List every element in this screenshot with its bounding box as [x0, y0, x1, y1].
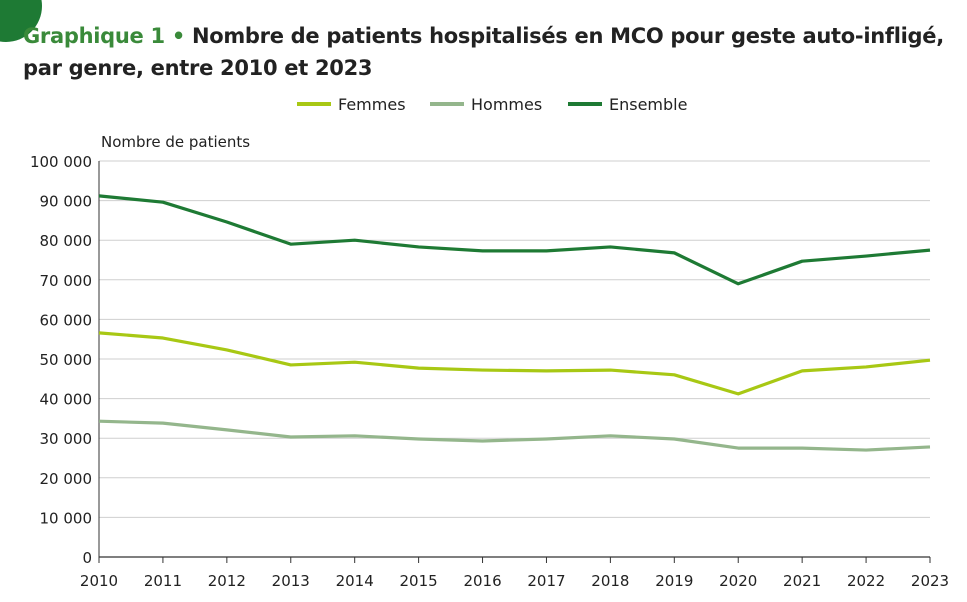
y-tick-label: 90 000 [40, 193, 93, 211]
y-tick-label: 10 000 [40, 509, 93, 527]
y-tick-label: 30 000 [40, 430, 93, 448]
y-tick-label: 100 000 [30, 153, 92, 171]
x-tick-label: 2017 [527, 572, 565, 590]
y-tick-label: 80 000 [40, 232, 93, 250]
legend-label-ensemble: Ensemble [609, 95, 687, 114]
legend-label-femmes: Femmes [338, 95, 406, 114]
x-tick-label: 2019 [655, 572, 693, 590]
y-axis-label: Nombre de patients [101, 133, 250, 151]
title-line2: par genre, entre 2010 et 2023 [23, 56, 373, 80]
x-tick-label: 2015 [400, 572, 438, 590]
chart-title: Graphique 1 • Nombre de patients hospita… [23, 20, 944, 84]
x-tick-label: 2023 [911, 572, 949, 590]
title-line1: Nombre de patients hospitalisés en MCO p… [191, 24, 944, 48]
y-tick-label: 50 000 [40, 351, 93, 369]
y-tick-label: 60 000 [40, 311, 93, 329]
series-line-ensemble [98, 194, 931, 286]
legend-label-hommes: Hommes [471, 95, 542, 114]
x-tick-label: 2018 [591, 572, 629, 590]
chart-label: Graphique 1 [23, 24, 165, 48]
x-tick-label: 2014 [336, 572, 374, 590]
x-tick-label: 2010 [80, 572, 118, 590]
y-tick-label: 20 000 [40, 470, 93, 488]
x-tick-label: 2011 [144, 572, 182, 590]
x-tick-label: 2013 [272, 572, 310, 590]
x-tick-label: 2020 [719, 572, 757, 590]
title-separator: • [171, 24, 185, 48]
x-tick-label: 2012 [208, 572, 246, 590]
x-tick-label: 2016 [463, 572, 501, 590]
x-tick-label: 2022 [847, 572, 885, 590]
series-line-femmes [98, 331, 931, 396]
y-tick-label: 70 000 [40, 272, 93, 290]
series-line-hommes [98, 419, 931, 452]
y-tick-label: 40 000 [40, 391, 93, 409]
x-tick-label: 2021 [783, 572, 821, 590]
y-tick-label: 0 [82, 549, 92, 567]
